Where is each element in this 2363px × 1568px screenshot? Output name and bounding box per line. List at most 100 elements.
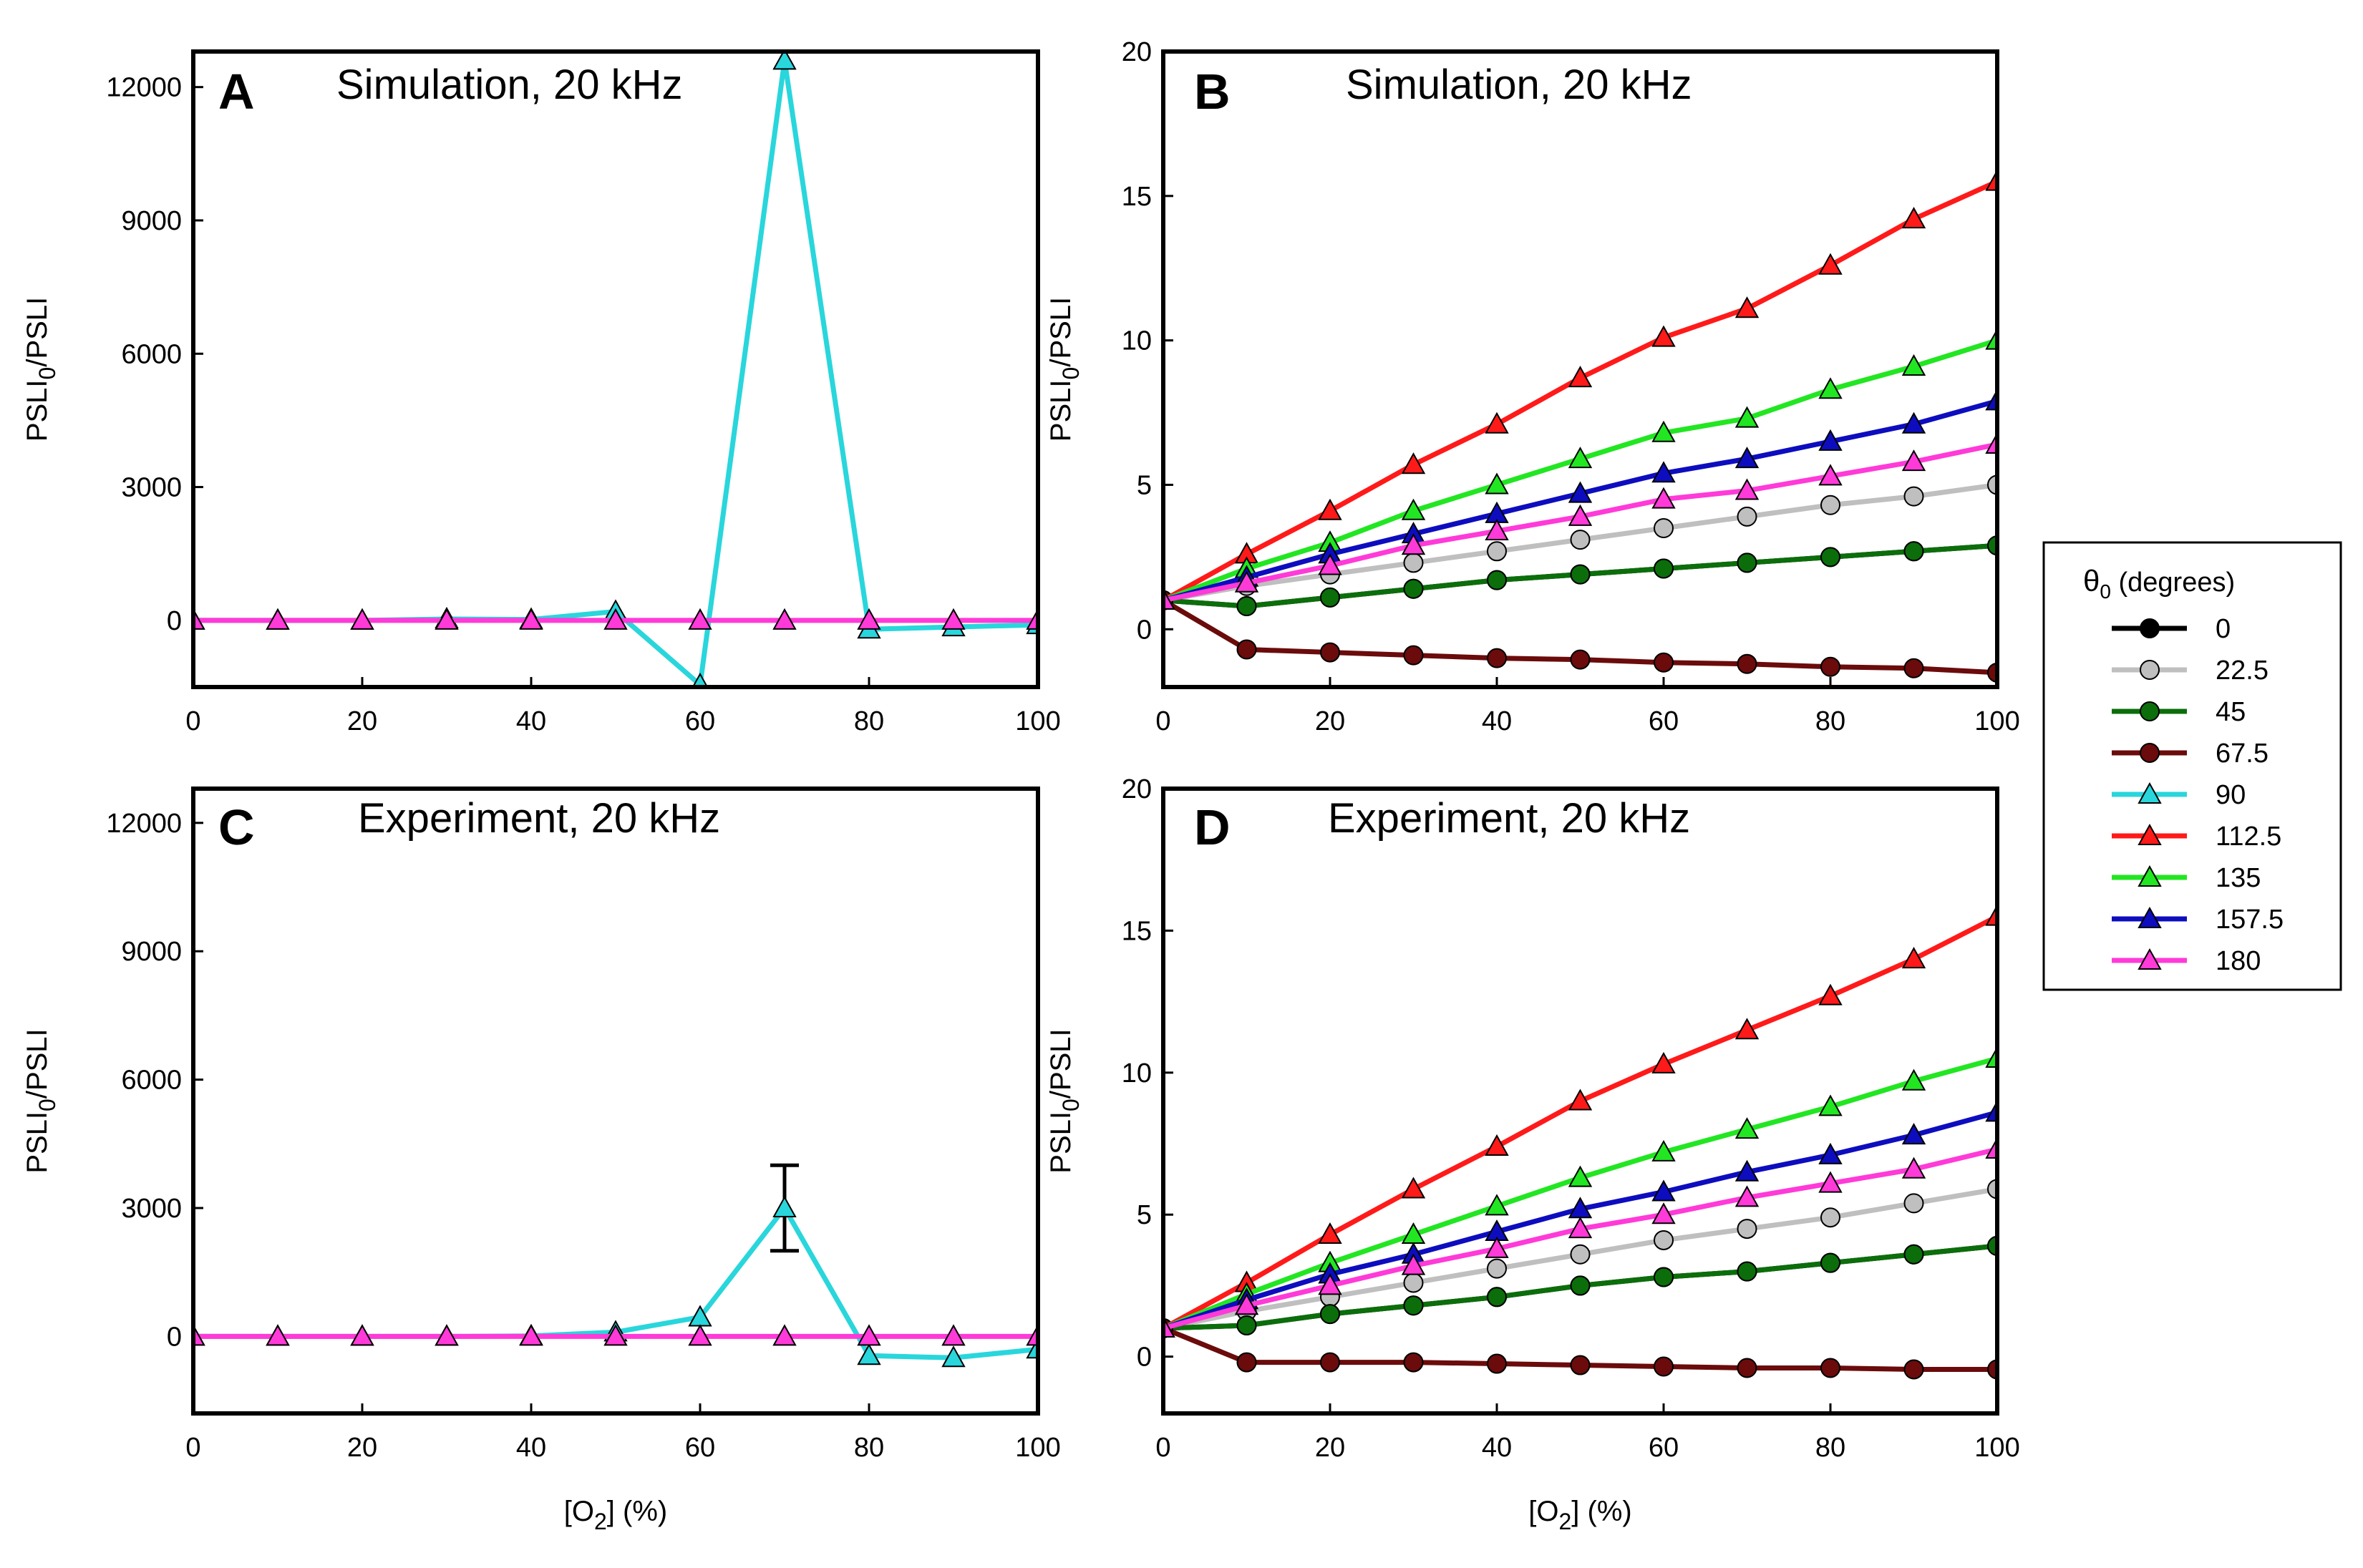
data-point bbox=[193, 608, 205, 630]
legend-marker bbox=[2138, 865, 2162, 887]
plot-area bbox=[193, 1163, 1038, 1368]
data-point bbox=[1487, 541, 1507, 562]
legend-item-112-5: 112.5 bbox=[2112, 822, 2281, 852]
chart-panel-a: 0 20 40 60 80 100 0 3000 6000 9000 12000 Simulation… bbox=[21, 49, 1061, 736]
data-point bbox=[1818, 429, 1843, 451]
legend-label: 0 bbox=[2216, 614, 2231, 644]
panel-title: Simulation, 20 kHz bbox=[336, 62, 683, 108]
data-point bbox=[1985, 1136, 1997, 1159]
data-point bbox=[1403, 578, 1424, 599]
data-point bbox=[1403, 1295, 1424, 1316]
series-180 bbox=[193, 608, 1038, 630]
data-point bbox=[1568, 1089, 1593, 1111]
x-tick-label: 20 bbox=[1315, 1433, 1345, 1463]
data-point bbox=[1903, 541, 1924, 562]
data-point bbox=[941, 608, 966, 630]
data-point bbox=[1651, 1202, 1676, 1224]
data-point bbox=[1901, 947, 1926, 969]
plot-area bbox=[1163, 904, 1997, 1380]
y-tick-label: 10 bbox=[1122, 326, 1152, 356]
data-point bbox=[1234, 570, 1259, 593]
data-point bbox=[266, 608, 290, 630]
x-tick-label: 60 bbox=[685, 706, 715, 736]
plot-frame bbox=[191, 787, 1040, 1416]
x-tick-label: 40 bbox=[516, 1433, 546, 1463]
data-point bbox=[772, 1195, 797, 1217]
data-point bbox=[1568, 366, 1593, 388]
series-line bbox=[193, 57, 1038, 687]
data-point bbox=[1568, 1165, 1593, 1187]
x-tick-label: 80 bbox=[854, 1433, 884, 1463]
data-point bbox=[603, 1324, 628, 1346]
panel-letter: A bbox=[218, 64, 255, 120]
data-point bbox=[772, 1324, 797, 1346]
data-point bbox=[1485, 412, 1509, 434]
data-point bbox=[1236, 595, 1257, 616]
legend-label: 180 bbox=[2216, 946, 2261, 976]
data-point bbox=[1651, 487, 1676, 509]
data-point bbox=[603, 608, 628, 630]
chart-panel-b: 0 20 40 60 80 100 0 5 10 15 20 Simulation, 20 kHz B P… bbox=[1045, 37, 2020, 736]
data-point bbox=[1570, 530, 1591, 550]
y-tick-label: 6000 bbox=[121, 1066, 182, 1096]
legend-label: 90 bbox=[2216, 780, 2246, 810]
series-22-5 bbox=[1163, 474, 1997, 610]
data-point bbox=[1734, 478, 1760, 500]
legend-marker bbox=[2140, 618, 2160, 638]
data-point bbox=[1737, 653, 1757, 674]
y-tick-label: 12000 bbox=[106, 73, 182, 103]
legend-label: 22.5 bbox=[2216, 656, 2269, 686]
data-point bbox=[1818, 1171, 1843, 1193]
data-point bbox=[1737, 1219, 1757, 1240]
panel-letter: D bbox=[1194, 799, 1231, 855]
y-tick-label: 0 bbox=[1137, 1343, 1152, 1373]
legend-marker bbox=[2138, 823, 2162, 845]
data-point bbox=[1163, 588, 1175, 610]
legend-marker bbox=[2138, 781, 2162, 804]
x-tick-label: 0 bbox=[1155, 1433, 1170, 1463]
data-point bbox=[1570, 649, 1591, 670]
data-point bbox=[1487, 1353, 1507, 1374]
data-point bbox=[1737, 506, 1757, 527]
y-tick-label: 15 bbox=[1122, 916, 1152, 946]
data-point bbox=[193, 1324, 205, 1346]
data-point bbox=[1820, 1358, 1840, 1378]
data-point bbox=[435, 1324, 459, 1346]
data-point bbox=[1401, 1253, 1426, 1275]
data-point bbox=[1487, 1287, 1507, 1308]
x-axis-title: [O2] (%) bbox=[1528, 1496, 1631, 1534]
data-point bbox=[1818, 1142, 1843, 1164]
x-tick-label: 100 bbox=[1015, 706, 1060, 736]
data-point bbox=[1236, 1352, 1257, 1373]
data-point bbox=[1401, 498, 1426, 520]
data-point bbox=[1820, 495, 1840, 515]
data-point bbox=[1320, 587, 1340, 608]
data-point bbox=[1654, 1229, 1674, 1250]
data-point bbox=[350, 1324, 374, 1346]
y-tick-label: 0 bbox=[167, 606, 182, 636]
data-point bbox=[519, 1324, 543, 1346]
legend-label: 135 bbox=[2216, 863, 2261, 893]
data-point bbox=[1651, 1179, 1676, 1202]
data-point bbox=[1651, 461, 1676, 483]
y-tick-label: 5 bbox=[1137, 1200, 1152, 1230]
panel-title: Experiment, 20 kHz bbox=[358, 795, 720, 842]
plot-frame bbox=[191, 49, 1040, 689]
data-point bbox=[941, 1345, 966, 1368]
y-tick-label: 3000 bbox=[121, 1194, 182, 1224]
data-point bbox=[1234, 1293, 1259, 1315]
data-point bbox=[1818, 377, 1843, 399]
data-point bbox=[857, 1324, 881, 1346]
panel-letter: B bbox=[1194, 64, 1231, 120]
series-157-5 bbox=[1163, 389, 1997, 610]
data-point bbox=[1485, 1236, 1509, 1258]
data-point bbox=[941, 1324, 966, 1346]
legend-item-157-5: 157.5 bbox=[2112, 905, 2284, 935]
legend-item-45: 45 bbox=[2112, 697, 2246, 727]
data-point bbox=[266, 1324, 290, 1346]
data-point bbox=[1318, 1222, 1342, 1245]
data-point bbox=[1568, 1217, 1593, 1239]
x-tick-label: 80 bbox=[854, 706, 884, 736]
data-point bbox=[1820, 547, 1840, 568]
